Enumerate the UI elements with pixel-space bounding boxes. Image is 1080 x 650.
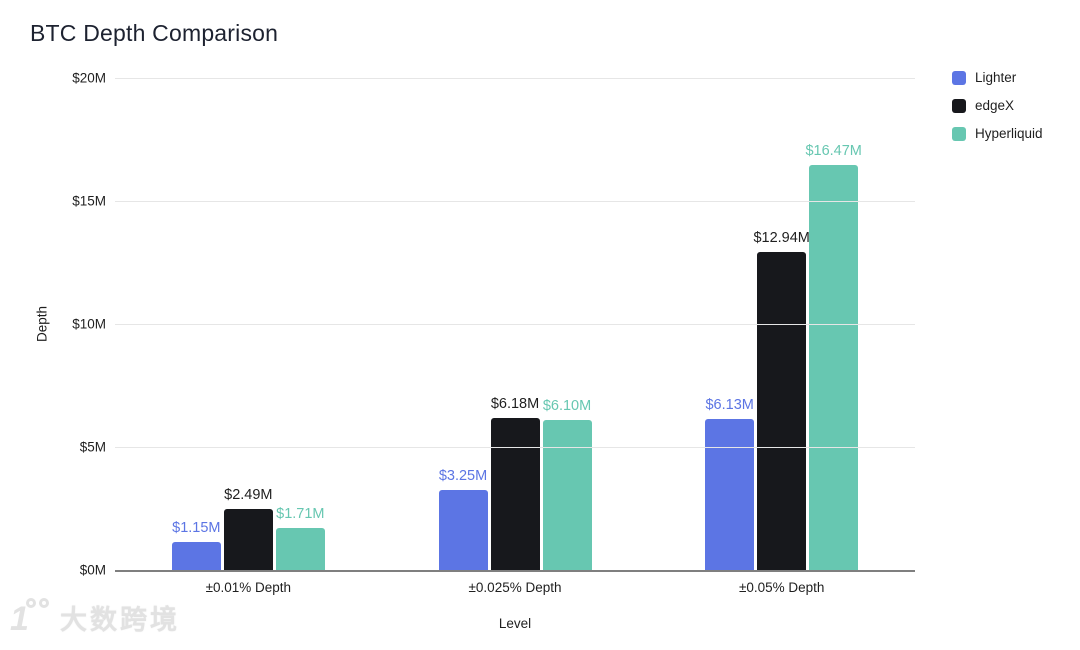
legend-item-edgex: edgeX: [952, 98, 1043, 113]
x-tick-label-2: ±0.025% Depth: [468, 580, 562, 595]
bar-value-label: $3.25M: [438, 468, 488, 485]
y-axis-tick-labels: $0M $5M $10M $15M $20M: [0, 71, 106, 578]
bar-groups: $1.15M $2.49M $1.71M $3.25M $6.18M $6.10M $6.1…: [115, 78, 915, 570]
y-tick-label: $20M: [72, 70, 106, 86]
legend-label: Lighter: [975, 70, 1017, 85]
bar-group-3: $6.13M $12.94M $16.47M: [648, 78, 915, 570]
bar-lighter-1: $1.15M: [171, 520, 221, 570]
plot-area: $1.15M $2.49M $1.71M $3.25M $6.18M $6.10M $6.1…: [115, 78, 915, 572]
bar-value-label: $6.10M: [542, 397, 592, 414]
y-tick-label: $10M: [72, 316, 106, 332]
legend-label: Hyperliquid: [975, 126, 1043, 141]
bar-hyperliquid-3: $16.47M: [805, 143, 862, 570]
bar-value-label: $6.18M: [490, 395, 540, 412]
chart-title: BTC Depth Comparison: [30, 20, 279, 46]
bar-hyperliquid-1: $1.71M: [275, 506, 325, 570]
x-axis-tick-labels: ±0.01% Depth ±0.025% Depth ±0.05% Depth: [115, 580, 915, 595]
gridline: [115, 447, 915, 448]
x-axis-title: Level: [498, 616, 532, 631]
bar-group-1: $1.15M $2.49M $1.71M: [115, 78, 382, 570]
bar-value-label: $12.94M: [753, 229, 810, 246]
gridline: [115, 324, 915, 325]
bar-value-label: $6.13M: [705, 397, 754, 414]
legend: Lighter edgeX Hyperliquid: [952, 70, 1043, 154]
legend-swatch-icon: [952, 126, 966, 141]
watermark-logo-icon: 1: [8, 596, 52, 638]
watermark: 1 大数跨境: [8, 596, 180, 638]
bar-group-2: $3.25M $6.18M $6.10M: [382, 78, 649, 570]
bar-lighter-2: $3.25M: [438, 468, 488, 570]
bar-edgex-2: $6.18M: [490, 396, 540, 570]
bar-value-label: $1.15M: [172, 519, 221, 536]
y-tick-label: $0M: [79, 562, 106, 578]
legend-swatch-icon: [952, 70, 966, 85]
gridline: [115, 201, 915, 202]
bar-lighter-3: $6.13M: [705, 397, 755, 570]
y-tick-label: $5M: [79, 439, 106, 455]
x-tick-label-1: ±0.01% Depth: [205, 580, 292, 595]
bar-value-label: $1.71M: [276, 505, 325, 522]
bar-edgex-1: $2.49M: [223, 487, 273, 570]
gridline: [115, 78, 915, 79]
legend-swatch-icon: [952, 98, 966, 113]
legend-label: edgeX: [975, 98, 1015, 113]
watermark-text: 大数跨境: [60, 604, 180, 635]
y-tick-label: $15M: [72, 193, 106, 209]
legend-item-lighter: Lighter: [952, 70, 1043, 85]
bar-value-label: $16.47M: [805, 142, 862, 159]
bar-edgex-3: $12.94M: [753, 230, 810, 570]
y-axis-title: Depth: [34, 305, 50, 343]
bar-value-label: $2.49M: [224, 486, 273, 503]
legend-item-hyperliquid: Hyperliquid: [952, 126, 1043, 141]
x-tick-label-3: ±0.05% Depth: [738, 580, 825, 595]
bar-hyperliquid-2: $6.10M: [542, 398, 592, 570]
